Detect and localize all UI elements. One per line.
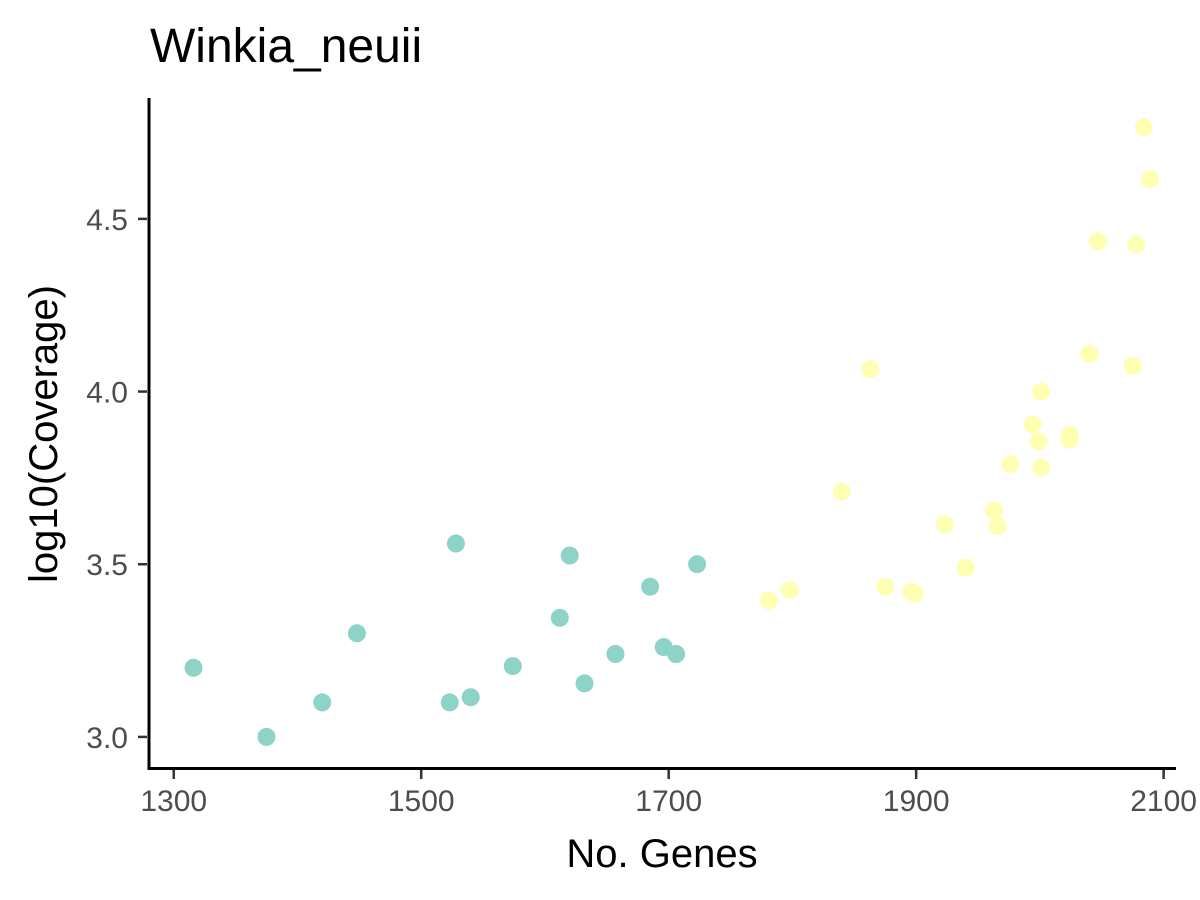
data-point-2-2 <box>780 581 799 600</box>
data-point-1-8 <box>503 657 522 676</box>
x-ticks: 1300 1500 1700 1900 2100 <box>140 770 1197 818</box>
data-point-2-1 <box>759 591 778 610</box>
data-point-2-13 <box>1023 415 1042 434</box>
data-point-2-10 <box>985 501 1004 520</box>
x-tick-label: 1300 <box>140 785 207 818</box>
x-tick-label: 1500 <box>388 785 455 818</box>
data-point-1-2 <box>257 727 276 746</box>
data-point-2-16 <box>1032 458 1051 477</box>
data-point-1-12 <box>606 645 625 663</box>
data-point-1-11 <box>575 674 594 693</box>
y-axis-title: log10(Coverage) <box>22 285 66 583</box>
y-tick-label: 3.5 <box>86 549 128 582</box>
x-tick-label: 1900 <box>883 785 950 818</box>
data-point-1-5 <box>440 693 459 712</box>
data-point-1-13 <box>641 577 660 596</box>
data-point-1-7 <box>461 688 480 707</box>
data-point-2-19 <box>1080 344 1099 363</box>
data-point-1-3 <box>313 693 332 712</box>
data-point-2-24 <box>1141 170 1159 189</box>
data-point-2-4 <box>861 360 880 379</box>
data-point-1-16 <box>688 555 707 574</box>
y-tick-label: 4.5 <box>86 204 128 237</box>
x-tick-label: 2100 <box>1130 785 1197 818</box>
data-point-2-22 <box>1127 235 1146 254</box>
data-point-1-4 <box>347 624 366 643</box>
x-tick-label: 1700 <box>635 785 702 818</box>
y-ticks: 3.0 3.5 4.0 4.5 <box>86 204 147 755</box>
data-point-2-18 <box>1060 430 1079 449</box>
data-point-2-15 <box>1032 382 1051 401</box>
y-tick-label: 4.0 <box>86 377 128 410</box>
data-point-2-5 <box>876 577 895 596</box>
chart-title: Winkia_neuii <box>150 20 422 73</box>
data-point-2-8 <box>935 515 954 534</box>
data-point-2-7 <box>905 584 924 603</box>
data-point-2-20 <box>1089 232 1107 251</box>
data-point-2-9 <box>956 558 975 577</box>
data-point-1-10 <box>560 546 579 565</box>
x-axis-title: No. Genes <box>566 832 757 876</box>
data-point-1-6 <box>446 534 465 553</box>
data-point-1-9 <box>550 608 569 627</box>
data-point-2-14 <box>1029 432 1048 451</box>
data-point-2-23 <box>1134 118 1153 137</box>
data-point-2-11 <box>988 517 1007 536</box>
data-point-2-3 <box>832 482 851 501</box>
data-point-2-21 <box>1123 356 1142 375</box>
data-point-1-15 <box>667 645 686 663</box>
y-tick-label: 3.0 <box>86 722 128 755</box>
data-point-1-1 <box>184 658 203 677</box>
data-point-2-12 <box>1001 455 1020 474</box>
points-layer <box>184 118 1159 746</box>
